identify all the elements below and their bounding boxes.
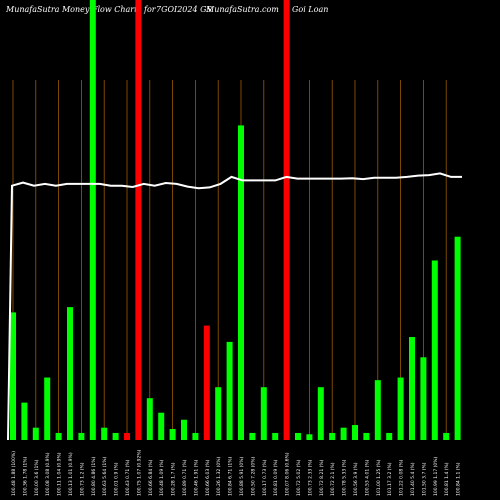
x-tick-label: 100.66 6.84 (%): [148, 459, 154, 496]
x-tick-label: 100.72 5.02 (%): [296, 459, 302, 496]
title-prefix: MunafaSutra Money Flow Charts for: [6, 5, 156, 14]
x-tick-label: 100.75 1.07 (0.92%): [136, 449, 142, 496]
x-tick-label: 100.50 7.28 (0%): [250, 456, 256, 496]
x-tick-label: 100.72 8.21 (%): [319, 459, 325, 496]
x-tick-label: 100.99 1.17 (0%): [433, 456, 439, 496]
x-tick-label: 100.84 6.71 (1%): [228, 456, 234, 496]
bar: [135, 0, 142, 440]
x-tick-label: 100.56 3.9 (%): [353, 462, 359, 496]
bar: [169, 429, 176, 440]
x-tick-label: 100.46 1.91 (%): [193, 459, 199, 496]
x-tick-label: 100.84 1.1 (%): [456, 462, 462, 496]
bar: [409, 337, 415, 440]
bar: [295, 432, 301, 440]
x-tick-label: 100.88 5.91 (0%): [239, 456, 245, 496]
bar: [374, 380, 381, 440]
x-tick-label: 100.73 2.33 (%): [307, 459, 313, 496]
x-tick-label: 100.66 6.03 (%): [205, 459, 211, 496]
x-tick-label: 100.28 1.7 (%): [171, 462, 177, 496]
x-tick-label: 100.63 5.64 (1%): [102, 456, 108, 496]
bar: [112, 432, 119, 440]
bar: [146, 398, 153, 440]
bar: [352, 425, 358, 440]
x-tick-label: 100.08 3.08 (0.9%): [45, 452, 51, 496]
x-tick-label: 100.80 4.86 (1%): [91, 456, 97, 496]
bar: [89, 0, 96, 440]
title-site: MunafaSutra.com: [206, 5, 279, 14]
x-tick-label: 101.50 3.7 (%): [421, 462, 427, 496]
bar: [78, 432, 85, 440]
bar: [44, 377, 51, 440]
x-tick-label: 100.11 1.04 (0.9%): [57, 452, 63, 496]
bar: [260, 387, 267, 440]
x-tick-label: 101.40 5.4 (%): [410, 462, 416, 496]
bar: [238, 125, 244, 441]
bar: [454, 236, 461, 440]
x-tick-label: 100.36 1.78 (1%): [22, 456, 28, 496]
x-tick-label: 101.22 0.08 (%): [399, 459, 405, 496]
bar: [283, 0, 290, 440]
x-tick-label: 100.07 8.06 (0.6%): [285, 452, 291, 496]
bar: [340, 427, 347, 440]
x-tick-label: 100.78 5.33 (%): [342, 459, 348, 496]
bar: [32, 427, 39, 440]
bar: [420, 357, 427, 440]
x-tick-label: 101.00 1.25 (%): [376, 459, 382, 496]
x-tick-label: 101.17 3.2 (%): [387, 462, 393, 496]
x-tick-label: 100.48 1.09 (%): [159, 459, 165, 496]
bar: [306, 434, 313, 440]
bar: [10, 312, 16, 440]
x-tick-label: 100.17 0.73 (%): [262, 459, 268, 496]
bar: [55, 432, 62, 440]
bar: [158, 412, 165, 440]
bar: [386, 432, 393, 440]
x-tick-label: 100.81 0.09 (%): [273, 459, 279, 496]
x-tick-label: 100.89 0.71 (%): [182, 459, 188, 496]
bar: [215, 387, 222, 440]
bar: [226, 341, 233, 440]
bar: [21, 402, 28, 440]
x-tick-label: 100.26 1.32 (0%): [216, 456, 222, 496]
bar: [181, 419, 187, 440]
title-name: Goi Loan: [292, 5, 329, 14]
title-code: 7GOI2024 GS: [156, 5, 212, 14]
bar: [329, 432, 336, 440]
x-tick-label: 100.53 4.01 (%): [364, 459, 370, 496]
x-tick-label: 100.43 0.71 (%): [125, 459, 131, 496]
bar: [317, 387, 324, 440]
x-tick-label: 100.13 1.01 (0.9%): [68, 452, 74, 496]
x-tick-label: 100.72 2.1 (%): [330, 462, 336, 496]
bar: [192, 432, 199, 440]
bar: [249, 432, 256, 440]
bar: [101, 427, 108, 440]
bar: [431, 260, 438, 440]
bar: [443, 432, 450, 440]
bar: [203, 325, 210, 440]
x-tick-label: 100.01 0.9 (%): [114, 462, 120, 496]
bar: [67, 307, 73, 440]
x-tick-label: 100.81 1.4 (%): [444, 462, 450, 496]
x-tick-label: 100.73 1.2 (%): [79, 462, 85, 496]
x-tick-label: 100.00 3.6 (1%): [34, 459, 40, 496]
bar: [363, 432, 370, 440]
bar: [272, 432, 279, 440]
money-flow-line: [7, 172, 462, 441]
x-tick-label: 100.48 1.88 (100%): [11, 451, 17, 496]
bar: [124, 432, 130, 440]
chart-title: MunafaSutra Money Flow Charts for 7GOI20…: [0, 5, 500, 21]
bar: [397, 377, 404, 440]
